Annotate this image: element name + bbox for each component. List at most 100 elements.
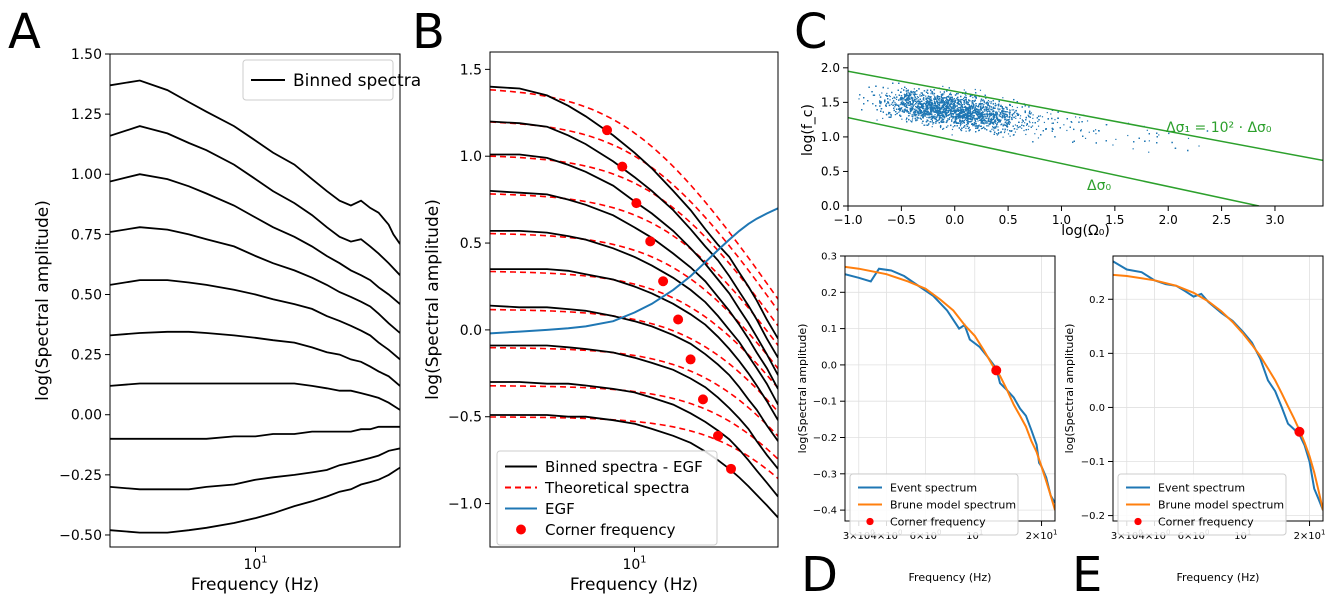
scatter-point bbox=[1148, 151, 1150, 153]
scatter-point bbox=[1009, 122, 1011, 124]
scatter-point bbox=[896, 113, 898, 115]
scatter-point bbox=[994, 102, 997, 105]
panel-letters: A B C D E bbox=[8, 4, 1102, 601]
scatter-point bbox=[995, 133, 998, 135]
scatter-point bbox=[1021, 127, 1023, 129]
theoretical-spectrum-line bbox=[490, 155, 778, 327]
scatter-point bbox=[910, 120, 912, 122]
corner-frequency-point bbox=[697, 394, 708, 405]
binned-spectrum-line bbox=[110, 279, 400, 361]
scatter-point bbox=[899, 104, 901, 106]
x-tick-base: 10 bbox=[243, 557, 261, 573]
scatter-point bbox=[858, 98, 860, 100]
scatter-point bbox=[917, 101, 919, 103]
scatter-point bbox=[914, 108, 916, 110]
scatter-point bbox=[994, 126, 996, 128]
scatter-point bbox=[1086, 120, 1089, 122]
scatter-point bbox=[986, 115, 989, 118]
scatter-point bbox=[963, 115, 965, 117]
x-tick-label: 2.0 bbox=[1159, 213, 1178, 227]
plot-frame bbox=[489, 51, 779, 548]
scatter-point bbox=[987, 122, 989, 124]
scatter-point bbox=[912, 93, 914, 95]
x-axis-label: log(Ω₀) bbox=[1061, 223, 1110, 239]
scatter-point bbox=[986, 112, 988, 115]
scatter-point bbox=[985, 117, 987, 119]
theoretical-spectrum-line bbox=[490, 346, 778, 437]
y-tick-label: 0.75 bbox=[71, 227, 102, 243]
scatter-point bbox=[937, 107, 939, 110]
scatter-point bbox=[972, 117, 975, 119]
scatter-point bbox=[969, 108, 972, 111]
chart-c: 0.00.51.01.52.0−1.0 −0.5 0.0 0.5 1.0 1.5 2.0 2.… bbox=[800, 53, 1324, 239]
scatter-point bbox=[921, 107, 923, 110]
y-tick-label: 0.5 bbox=[821, 165, 840, 179]
scatter-point bbox=[996, 117, 999, 119]
scatter-point bbox=[943, 93, 945, 95]
scatter-point bbox=[1027, 114, 1029, 116]
binned-spectrum-line bbox=[110, 330, 400, 387]
scatter-point bbox=[946, 121, 948, 123]
scatter-point bbox=[971, 120, 973, 122]
scatter-point bbox=[984, 113, 986, 115]
scatter-point bbox=[1037, 125, 1040, 127]
legend-box bbox=[242, 59, 394, 101]
scatter-point bbox=[880, 103, 882, 105]
scatter-point bbox=[913, 95, 916, 97]
scatter-point bbox=[901, 87, 903, 90]
scatter-point bbox=[962, 97, 965, 100]
scatter-point bbox=[995, 118, 998, 120]
scatter-point bbox=[955, 112, 957, 115]
scatter-point bbox=[936, 99, 938, 101]
scatter-point bbox=[976, 126, 978, 128]
scatter-point bbox=[966, 121, 968, 123]
scatter-point bbox=[948, 100, 950, 103]
scatter-point bbox=[1016, 128, 1018, 130]
scatter-point bbox=[903, 105, 906, 107]
scatter-point bbox=[973, 116, 975, 118]
scatter-point bbox=[913, 104, 915, 106]
y-tick-label: 0.25 bbox=[71, 348, 102, 364]
scatter-point bbox=[895, 94, 897, 96]
binned-spectrum-egf-line bbox=[490, 190, 778, 390]
legend-label: Theoretical spectra bbox=[544, 479, 690, 497]
binned-spectrum-egf-line bbox=[490, 120, 778, 359]
scatter-point bbox=[948, 103, 950, 105]
scatter-point bbox=[995, 115, 997, 117]
scatter-point bbox=[979, 115, 981, 117]
x-tick-base: 10 bbox=[622, 557, 640, 573]
scatter-point bbox=[944, 102, 946, 104]
scatter-point bbox=[918, 105, 920, 108]
scatter-point bbox=[914, 114, 916, 116]
scatter-point bbox=[959, 122, 962, 124]
scatter-point bbox=[1001, 114, 1004, 117]
scatter-point bbox=[956, 107, 959, 109]
scatter-point bbox=[931, 119, 933, 121]
scatter-point bbox=[964, 117, 966, 119]
scatter-point bbox=[950, 113, 953, 115]
scatter-point bbox=[980, 121, 982, 123]
scatter-point bbox=[1051, 122, 1053, 124]
scatter-point bbox=[1031, 125, 1034, 127]
x-tick-label: 101 bbox=[622, 555, 646, 573]
scatter-point bbox=[1009, 110, 1011, 112]
scatter-point bbox=[984, 110, 986, 112]
scatter-point bbox=[1005, 120, 1007, 122]
x-tick-label: 3.0 bbox=[1265, 213, 1284, 227]
scatter-point bbox=[922, 111, 924, 114]
scatter-point bbox=[917, 96, 919, 99]
scatter-point bbox=[930, 93, 932, 95]
scatter-point bbox=[885, 94, 887, 96]
y-tick-label: −1.0 bbox=[448, 496, 482, 512]
scatter-point bbox=[951, 128, 954, 131]
scatter-point bbox=[971, 116, 973, 118]
scatter-point bbox=[952, 117, 954, 120]
scatter-point bbox=[898, 111, 900, 113]
scatter-point bbox=[940, 93, 942, 95]
binned-spectrum-egf-line bbox=[490, 381, 778, 498]
scatter-point bbox=[935, 104, 937, 106]
scatter-point bbox=[1006, 129, 1009, 131]
scatter-point bbox=[905, 96, 907, 98]
scatter-point bbox=[939, 126, 942, 129]
